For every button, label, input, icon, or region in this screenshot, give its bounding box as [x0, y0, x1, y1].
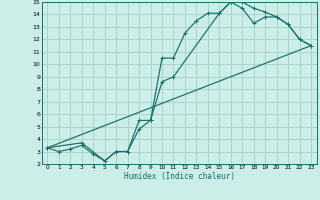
X-axis label: Humidex (Indice chaleur): Humidex (Indice chaleur): [124, 172, 235, 181]
